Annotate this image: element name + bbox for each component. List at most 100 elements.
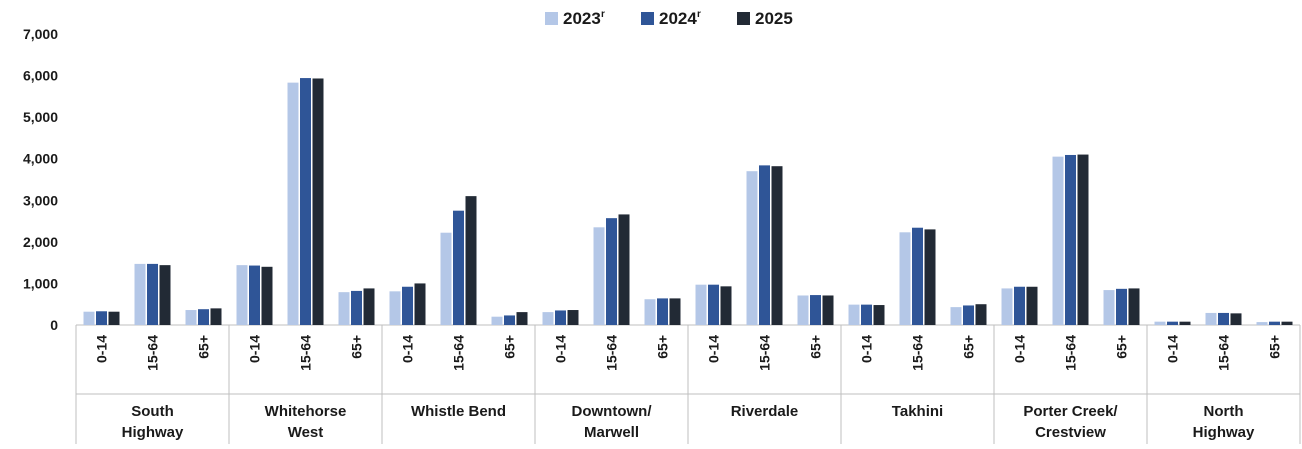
legend-superscript: r (601, 9, 605, 20)
bar-2025-7-65+ (1128, 288, 1140, 325)
bar-2024-3-0-14 (402, 286, 413, 325)
y-tick-label: 1,000 (23, 275, 58, 291)
y-tick-label: 6,000 (23, 68, 58, 84)
group-label: Whitehorse (265, 403, 347, 420)
group-label: Riverdale (731, 403, 799, 420)
legend-swatch-2025 (737, 12, 750, 25)
bar-2025-3-15-64 (465, 196, 477, 325)
bar-2024-1-15-64 (147, 263, 158, 325)
bar-2024-8-0-14 (1167, 321, 1178, 325)
bar-2024-5-15-64 (759, 165, 770, 325)
bar-2024-1-65+ (198, 309, 209, 325)
bar-2024-2-0-14 (249, 265, 260, 325)
bar-2024-4-65+ (657, 298, 668, 325)
bar-2025-3-0-14 (414, 283, 426, 325)
bar-2023-8-65+ (1256, 322, 1268, 325)
x-tick-label: 65+ (1267, 335, 1283, 359)
x-tick-label: 0-14 (400, 335, 416, 363)
bar-2023-6-15-64 (899, 232, 911, 325)
group-label: North (1204, 403, 1244, 420)
bar-2023-4-65+ (644, 299, 656, 325)
group-label: Porter Creek/ (1023, 403, 1118, 420)
group-label: Marwell (584, 424, 639, 441)
x-tick-label: 15-64 (298, 335, 314, 371)
bar-2023-7-65+ (1103, 290, 1115, 325)
bar-2024-2-15-64 (300, 78, 311, 325)
bar-2024-7-0-14 (1014, 286, 1025, 325)
x-tick-label: 0-14 (553, 335, 569, 363)
bar-2024-6-65+ (963, 305, 974, 325)
bar-2025-6-15-64 (924, 229, 936, 325)
x-tick-label: 0-14 (94, 335, 110, 363)
bar-2025-5-0-14 (720, 286, 732, 325)
bar-2023-1-15-64 (134, 263, 146, 325)
bar-2025-2-65+ (363, 288, 375, 325)
bar-2024-8-15-64 (1218, 312, 1229, 325)
bar-2025-8-65+ (1281, 321, 1293, 325)
bar-2025-3-65+ (516, 312, 528, 325)
bar-2023-3-65+ (491, 316, 503, 325)
group-label: South (131, 403, 174, 420)
x-tick-label: 15-64 (451, 335, 467, 371)
x-tick-label: 65+ (196, 335, 212, 359)
x-tick-label: 65+ (1114, 335, 1130, 359)
bar-2023-3-0-14 (389, 291, 401, 325)
x-tick-label: 15-64 (910, 335, 926, 371)
bar-2024-4-0-14 (555, 310, 566, 325)
bar-2023-8-0-14 (1154, 321, 1166, 325)
y-tick-label: 7,000 (23, 26, 58, 42)
bar-2024-1-0-14 (96, 311, 107, 325)
bar-2025-8-0-14 (1179, 321, 1191, 325)
x-tick-label: 0-14 (247, 335, 263, 363)
bar-2023-2-0-14 (236, 265, 248, 325)
x-tick-label: 65+ (502, 335, 518, 359)
bar-2025-1-0-14 (108, 311, 120, 325)
legend-label-2024: 2024 (659, 9, 697, 28)
x-tick-label: 15-64 (145, 335, 161, 371)
x-tick-label: 15-64 (1216, 335, 1232, 371)
legend-swatch-2024 (641, 12, 654, 25)
x-tick-label: 0-14 (1012, 335, 1028, 363)
bar-2023-7-0-14 (1001, 288, 1013, 325)
y-tick-label: 5,000 (23, 109, 58, 125)
x-tick-label: 15-64 (1063, 335, 1079, 371)
x-tick-label: 0-14 (706, 335, 722, 363)
legend-superscript: r (697, 9, 701, 20)
y-tick-label: 3,000 (23, 192, 58, 208)
group-label: Highway (1193, 424, 1255, 441)
bar-2023-7-15-64 (1052, 156, 1064, 325)
bar-2025-8-15-64 (1230, 313, 1242, 325)
bar-2025-6-65+ (975, 304, 987, 325)
y-tick-label: 2,000 (23, 234, 58, 250)
bar-2023-5-0-14 (695, 284, 707, 325)
bar-2024-8-65+ (1269, 321, 1280, 325)
group-label: Whistle Bend (411, 403, 506, 420)
bar-2023-5-15-64 (746, 171, 758, 325)
x-tick-label: 15-64 (757, 335, 773, 371)
group-label: Highway (122, 424, 184, 441)
legend-swatch-2023 (545, 12, 558, 25)
bar-2024-3-65+ (504, 315, 515, 325)
bar-2025-7-0-14 (1026, 286, 1038, 325)
bar-2024-6-15-64 (912, 227, 923, 325)
x-tick-label: 0-14 (859, 335, 875, 363)
bar-2023-6-0-14 (848, 304, 860, 325)
bar-2023-4-15-64 (593, 227, 605, 325)
bar-2024-2-65+ (351, 290, 362, 325)
bar-2025-5-15-64 (771, 166, 783, 325)
bar-2024-7-15-64 (1065, 154, 1076, 325)
bar-2023-5-65+ (797, 295, 809, 325)
group-label: West (288, 424, 324, 441)
bar-2024-7-65+ (1116, 288, 1127, 325)
bar-2025-2-15-64 (312, 78, 324, 325)
bar-2024-5-0-14 (708, 284, 719, 325)
bar-2023-6-65+ (950, 307, 962, 325)
bar-2025-1-15-64 (159, 265, 171, 325)
bar-2025-6-0-14 (873, 305, 885, 325)
y-tick-label: 0 (50, 317, 58, 333)
bar-2023-4-0-14 (542, 312, 554, 325)
bar-2025-4-0-14 (567, 310, 579, 325)
bar-2025-4-15-64 (618, 214, 630, 325)
